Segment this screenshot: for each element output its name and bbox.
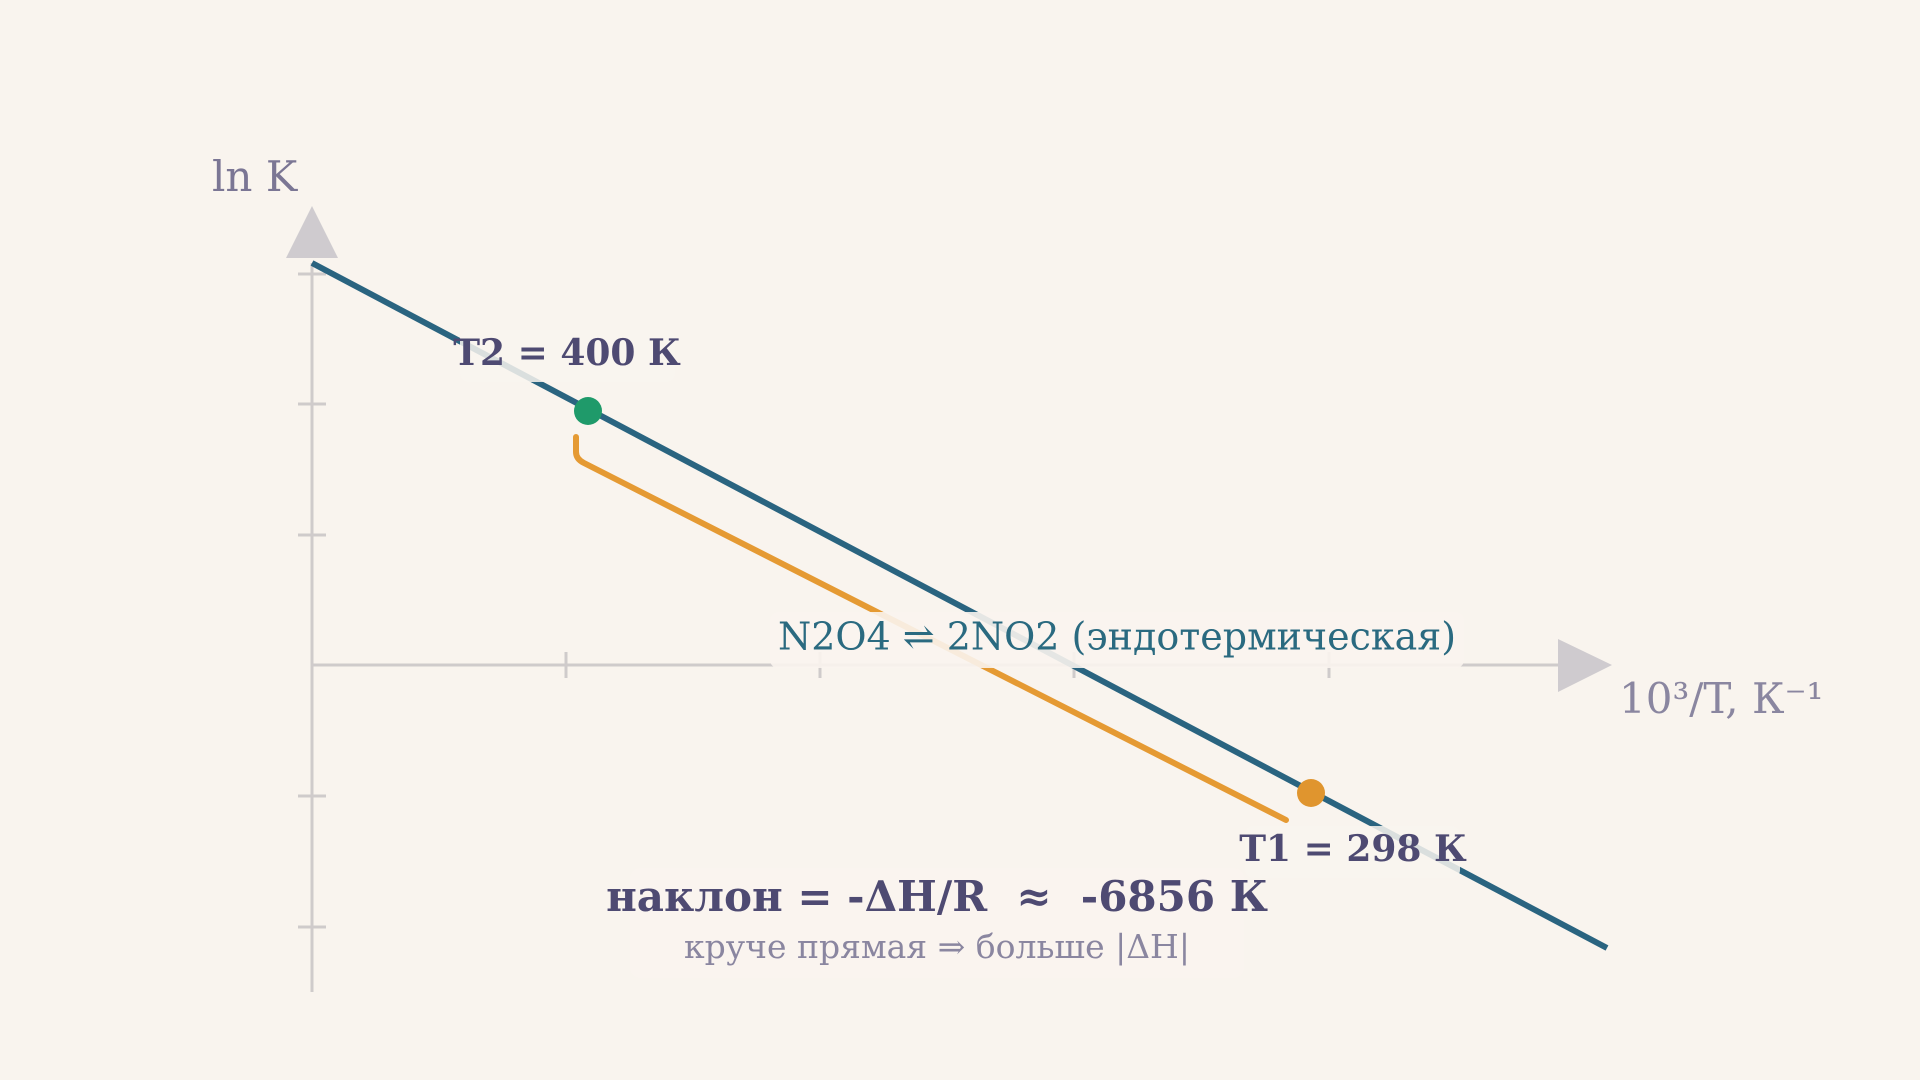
label-bg <box>770 612 1464 668</box>
label-bg <box>460 330 675 382</box>
y-axis-label: ln K <box>212 152 299 201</box>
point-label: T2 = 400 К <box>453 332 681 374</box>
note-label: круче прямая ⇒ больше |ΔH| <box>684 927 1190 966</box>
label-bg <box>630 868 1244 978</box>
y-arrow <box>286 206 338 258</box>
reaction-label: N2O4 ⇌ 2NO2 (эндотермическая) <box>778 615 1456 659</box>
point-t2 <box>574 397 602 425</box>
x-arrow <box>1558 639 1612 692</box>
point-t1 <box>1297 779 1325 807</box>
slope-label: наклон = -ΔH/R ≈ -6856 К <box>606 872 1268 921</box>
point-label: T1 = 298 К <box>1239 828 1467 870</box>
bracket <box>573 434 1289 823</box>
label-bg <box>1245 826 1460 878</box>
x-axis-label: 10³/T, К⁻¹ <box>1619 674 1823 723</box>
